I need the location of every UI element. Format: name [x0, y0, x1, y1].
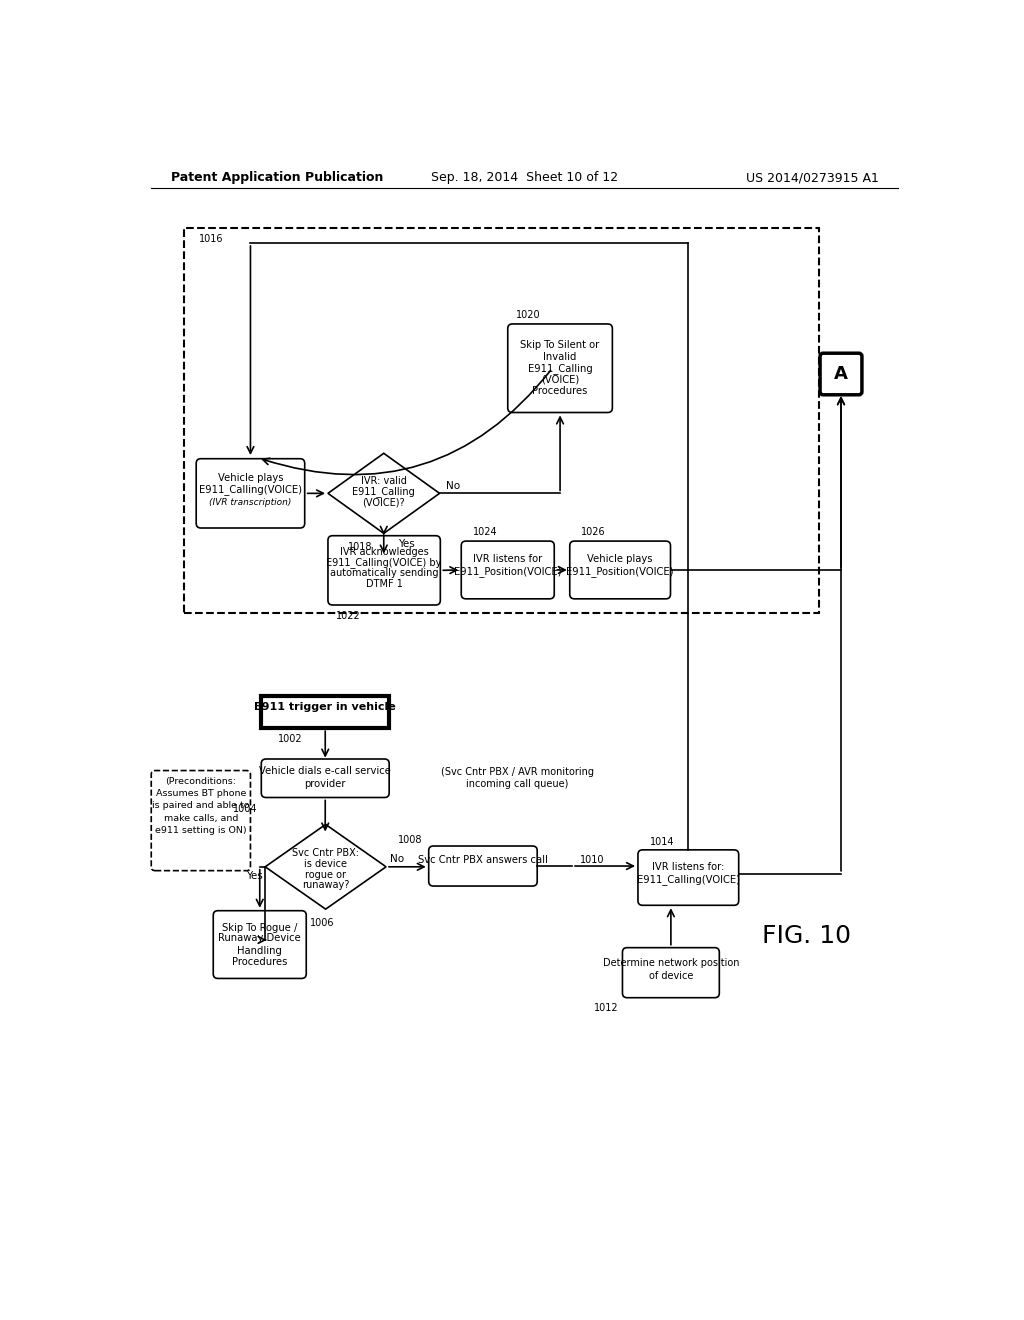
Text: 1022: 1022: [336, 611, 360, 620]
Text: (VOICE): (VOICE): [541, 375, 580, 384]
Text: 1008: 1008: [398, 834, 423, 845]
Text: E911_Position(VOICE): E911_Position(VOICE): [566, 566, 674, 577]
Text: IVR listens for: IVR listens for: [473, 554, 543, 564]
Text: Handling: Handling: [238, 945, 283, 956]
Text: (IVR transcription): (IVR transcription): [209, 498, 292, 507]
Text: Svc Cntr PBX:: Svc Cntr PBX:: [292, 847, 359, 858]
Text: Vehicle plays: Vehicle plays: [218, 473, 284, 483]
Text: 1016: 1016: [200, 234, 224, 244]
Text: DTMF 1: DTMF 1: [366, 579, 402, 589]
Text: (Preconditions:: (Preconditions:: [165, 777, 237, 785]
Text: Runaway Device: Runaway Device: [218, 933, 301, 944]
Text: 1010: 1010: [580, 855, 604, 865]
Text: Sep. 18, 2014  Sheet 10 of 12: Sep. 18, 2014 Sheet 10 of 12: [431, 172, 618, 185]
Text: Invalid: Invalid: [544, 351, 577, 362]
Text: IVR: valid: IVR: valid: [360, 477, 407, 486]
Text: No: No: [390, 854, 404, 865]
Text: Skip To Rogue /: Skip To Rogue /: [222, 923, 297, 933]
Text: US 2014/0273915 A1: US 2014/0273915 A1: [746, 172, 879, 185]
Text: Determine network position: Determine network position: [603, 958, 739, 969]
Text: 1014: 1014: [649, 837, 674, 847]
Text: Procedures: Procedures: [232, 957, 288, 966]
Polygon shape: [265, 825, 386, 909]
FancyBboxPatch shape: [569, 541, 671, 599]
Text: Patent Application Publication: Patent Application Publication: [171, 172, 383, 185]
FancyBboxPatch shape: [623, 948, 719, 998]
FancyBboxPatch shape: [261, 759, 389, 797]
Text: is device: is device: [304, 859, 347, 869]
FancyBboxPatch shape: [461, 541, 554, 599]
Text: of device: of device: [648, 970, 693, 981]
Text: is paired and able to: is paired and able to: [153, 801, 250, 810]
Text: (Svc Cntr PBX / AVR monitoring: (Svc Cntr PBX / AVR monitoring: [440, 767, 594, 777]
FancyBboxPatch shape: [820, 354, 862, 395]
Text: Yes: Yes: [246, 871, 263, 880]
Text: 1006: 1006: [309, 917, 334, 928]
Text: 1012: 1012: [594, 1003, 618, 1014]
Text: E911_Position(VOICE): E911_Position(VOICE): [454, 566, 561, 577]
FancyBboxPatch shape: [197, 459, 305, 528]
Text: incoming call queue): incoming call queue): [466, 779, 568, 789]
FancyBboxPatch shape: [328, 536, 440, 605]
FancyBboxPatch shape: [213, 911, 306, 978]
FancyBboxPatch shape: [508, 323, 612, 412]
Text: automatically sending: automatically sending: [330, 569, 438, 578]
Bar: [183, 227, 819, 612]
Text: Procedures: Procedures: [532, 387, 588, 396]
Text: IVR acknowledges: IVR acknowledges: [340, 546, 428, 557]
Text: (VOICE)?: (VOICE)?: [362, 498, 406, 508]
Text: 1018: 1018: [348, 543, 373, 552]
FancyBboxPatch shape: [429, 846, 538, 886]
Text: runaway?: runaway?: [302, 880, 349, 890]
Text: Svc Cntr PBX answers call: Svc Cntr PBX answers call: [418, 855, 548, 865]
FancyBboxPatch shape: [638, 850, 738, 906]
Text: E911_Calling: E911_Calling: [352, 486, 415, 498]
Text: IVR listens for:: IVR listens for:: [652, 862, 725, 871]
Text: Yes: Yes: [397, 539, 415, 549]
Text: Assumes BT phone: Assumes BT phone: [156, 789, 246, 799]
Text: FIG. 10: FIG. 10: [762, 924, 851, 948]
Text: 1004: 1004: [232, 804, 257, 814]
Text: make calls, and: make calls, and: [164, 814, 238, 822]
Text: provider: provider: [304, 779, 346, 788]
Text: 1002: 1002: [279, 734, 303, 744]
Text: E911_Calling(VOICE) by: E911_Calling(VOICE) by: [327, 557, 441, 568]
Text: e911 setting is ON): e911 setting is ON): [155, 826, 247, 836]
Text: E911 trigger in vehicle: E911 trigger in vehicle: [254, 702, 396, 713]
Polygon shape: [328, 453, 439, 533]
Text: E911_Calling: E911_Calling: [527, 363, 593, 374]
Text: 1026: 1026: [582, 527, 606, 537]
Text: Vehicle dials e-call service: Vehicle dials e-call service: [259, 767, 391, 776]
Text: A: A: [835, 366, 848, 383]
Bar: [261, 696, 389, 729]
Text: E911_Calling(VOICE): E911_Calling(VOICE): [199, 484, 302, 495]
Text: 1024: 1024: [473, 527, 498, 537]
Text: 1020: 1020: [515, 310, 540, 319]
Text: rogue or: rogue or: [305, 870, 346, 879]
Text: Skip To Silent or: Skip To Silent or: [520, 341, 600, 350]
Text: E911_Calling(VOICE): E911_Calling(VOICE): [637, 874, 739, 884]
Text: No: No: [446, 480, 461, 491]
Text: Vehicle plays: Vehicle plays: [588, 554, 653, 564]
